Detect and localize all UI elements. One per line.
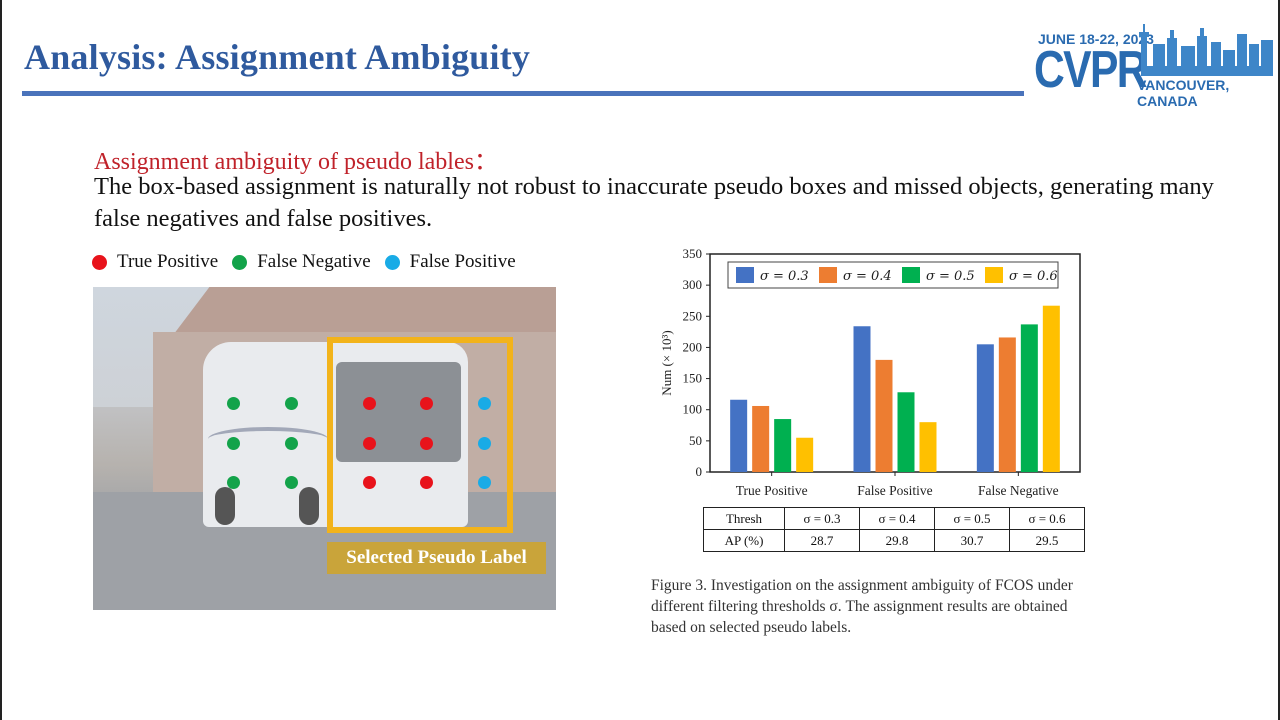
y-tick-label: 350 <box>683 246 703 261</box>
cvpr-logo: JUNE 18-22, 2023 CVPR VANCOUVER, CANADA <box>1030 22 1275 109</box>
bar <box>1020 324 1038 472</box>
legend-label: σ = 0.5 <box>926 269 975 284</box>
bar <box>875 359 893 472</box>
legend-label: σ = 0.6 <box>1009 269 1058 284</box>
table-cell: σ = 0.3 <box>784 507 860 530</box>
ap-table: Thresh σ = 0.3 σ = 0.4 σ = 0.5 σ = 0.6 A… <box>703 507 1085 552</box>
bar <box>730 399 748 472</box>
true-positive-point <box>363 476 376 489</box>
bar <box>919 422 937 472</box>
bus-example-image: Selected Pseudo Label <box>93 287 556 610</box>
body-text: The box-based assignment is naturally no… <box>94 173 1214 232</box>
logo-name: CVPR <box>1034 41 1148 99</box>
bar <box>752 405 770 472</box>
true-positive-point <box>363 397 376 410</box>
true-positive-point <box>420 437 433 450</box>
false-negative-point <box>285 397 298 410</box>
false-negative-point <box>227 476 240 489</box>
false-positive-point <box>478 437 491 450</box>
y-tick-label: 0 <box>696 464 703 479</box>
legend-label: False Negative <box>257 251 371 272</box>
bar <box>1042 305 1060 472</box>
image-wheel <box>215 487 235 525</box>
red-dot-icon <box>92 254 107 270</box>
table-cell: AP (%) <box>703 529 785 552</box>
bar <box>976 344 994 472</box>
table-cell: 29.8 <box>859 529 935 552</box>
x-tick-label: False Positive <box>857 483 932 498</box>
selected-pseudo-box <box>327 337 513 533</box>
legend-label: True Positive <box>117 251 219 272</box>
x-tick-label: True Positive <box>736 483 808 498</box>
bar <box>853 326 871 472</box>
y-tick-label: 250 <box>683 308 703 323</box>
figure-caption: Figure 3. Investigation on the assignmen… <box>651 577 1073 636</box>
point-legend: True Positive False Negative False Posit… <box>92 251 530 273</box>
table-cell: 29.5 <box>1009 529 1085 552</box>
blue-dot-icon <box>384 254 400 270</box>
legend-swatch <box>902 267 920 283</box>
slide-border-left <box>0 0 2 720</box>
bar <box>897 392 915 472</box>
true-positive-point <box>420 397 433 410</box>
table-cell: σ = 0.6 <box>1009 507 1085 530</box>
table-cell: 28.7 <box>784 529 860 552</box>
bar-chart: 0 50 100 150 200 250 300 350 Num (× 10³) True Pos… <box>659 246 1081 498</box>
true-positive-point <box>363 437 376 450</box>
slide-border-right <box>1278 0 1280 720</box>
y-tick-label: 200 <box>683 339 703 354</box>
legend-swatch <box>819 267 837 283</box>
y-axis-label: Num (× 10³) <box>659 330 674 395</box>
legend-swatch <box>985 267 1003 283</box>
y-tick-label: 100 <box>683 402 703 417</box>
legend-false-positive: False Positive <box>384 251 516 273</box>
true-positive-point <box>420 476 433 489</box>
logo-location: VANCOUVER, CANADA <box>1137 77 1230 109</box>
table-cell: σ = 0.5 <box>934 507 1010 530</box>
legend-false-negative: False Negative <box>232 251 371 273</box>
legend-label: False Positive <box>409 251 516 272</box>
image-bus-stripe <box>208 427 328 451</box>
city-skyline-icon <box>1139 24 1273 76</box>
legend-true-positive: True Positive <box>92 251 218 273</box>
bar <box>796 437 814 472</box>
bar <box>774 419 792 472</box>
y-tick-label: 300 <box>683 277 703 292</box>
false-positive-point <box>478 397 491 410</box>
subheading: Assignment ambiguity of pseudo lables： <box>94 149 498 175</box>
false-negative-point <box>285 476 298 489</box>
legend-label: σ = 0.3 <box>760 269 809 284</box>
false-negative-point <box>227 397 240 410</box>
selected-pseudo-label: Selected Pseudo Label <box>327 542 546 574</box>
x-tick-label: False Negative <box>978 483 1059 498</box>
false-negative-point <box>227 437 240 450</box>
table-cell: 30.7 <box>934 529 1010 552</box>
bar <box>998 337 1016 472</box>
legend-label: σ = 0.4 <box>843 269 892 284</box>
false-negative-point <box>285 437 298 450</box>
table-row: AP (%) 28.7 29.8 30.7 29.5 <box>703 529 1085 552</box>
y-tick-label: 150 <box>683 371 703 386</box>
y-tick-label: 50 <box>689 433 702 448</box>
false-positive-point <box>478 476 491 489</box>
table-cell: σ = 0.4 <box>859 507 935 530</box>
image-bus-windshield <box>336 362 461 462</box>
title-underline <box>22 91 1024 96</box>
logo-date: JUNE 18-22, 2023 <box>1038 31 1154 47</box>
image-roof <box>173 287 556 335</box>
image-wheel <box>299 487 319 525</box>
green-dot-icon <box>232 254 248 270</box>
table-cell: Thresh <box>703 507 785 530</box>
legend-swatch <box>736 267 754 283</box>
slide-title: Analysis: Assignment Ambiguity <box>24 37 531 77</box>
table-header-row: Thresh σ = 0.3 σ = 0.4 σ = 0.5 σ = 0.6 <box>703 507 1085 530</box>
